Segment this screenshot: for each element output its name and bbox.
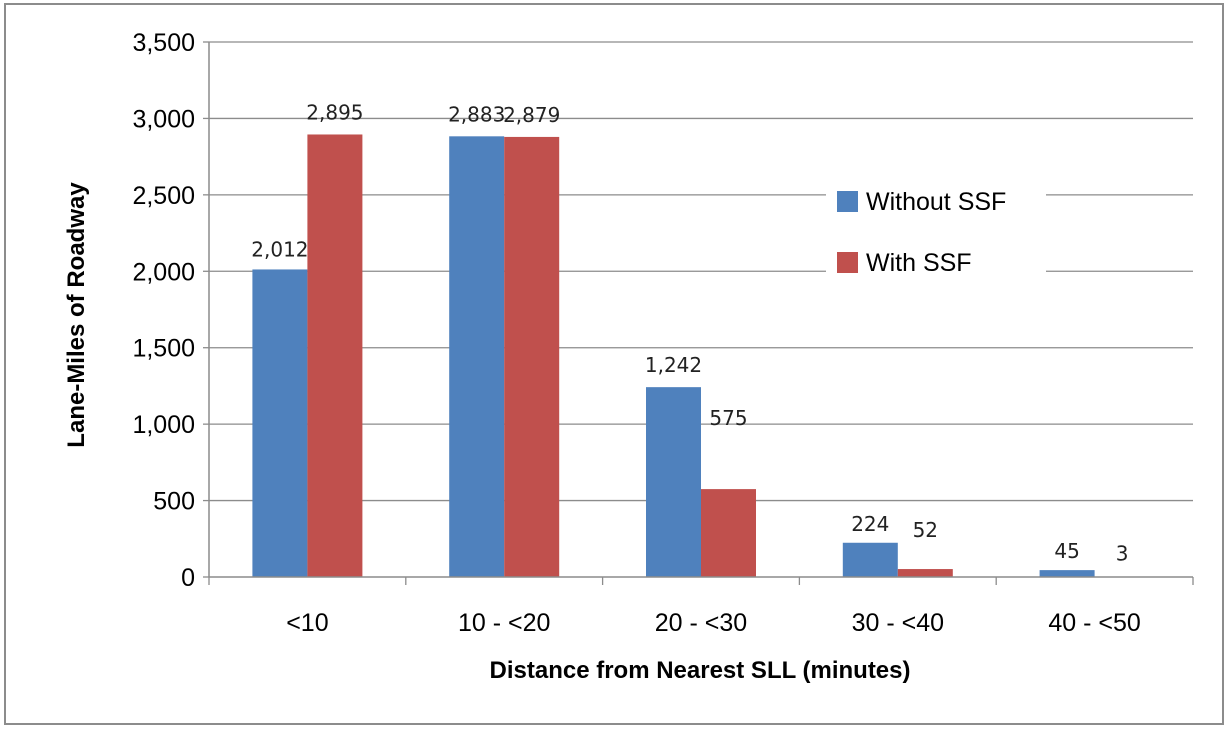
y-tick-label: 0 — [181, 564, 195, 592]
data-label: 1,242 — [645, 353, 702, 377]
bar — [307, 134, 363, 577]
y-axis-title: Lane-Miles of Roadway — [63, 182, 90, 448]
y-axis-ticks: 0 500 1,000 1,500 2,000 2,500 3,000 3,500 — [132, 29, 209, 592]
data-label: 2,012 — [251, 237, 308, 261]
bar — [646, 387, 701, 577]
legend-label-with-ssf: With SSF — [866, 249, 972, 277]
bar — [897, 569, 953, 577]
x-axis — [208, 42, 1193, 578]
x-axis-ticks: <10 10 - <20 20 - <30 30 - <40 40 - <50 — [208, 577, 1194, 637]
y-tick-label: 2,000 — [132, 258, 195, 286]
data-label: 2,879 — [503, 103, 560, 127]
data-label: 52 — [913, 518, 938, 542]
x-tick-label: <10 — [286, 609, 328, 637]
bar — [449, 136, 505, 577]
bar — [252, 269, 308, 577]
x-axis-title: Distance from Nearest SLL (minutes) — [490, 657, 911, 684]
x-tick-label: 30 - <40 — [852, 609, 944, 637]
legend-background — [826, 176, 1046, 292]
data-label: 2,895 — [306, 100, 363, 124]
data-label: 224 — [851, 512, 889, 536]
legend-swatch-with-ssf — [837, 252, 858, 273]
bars — [252, 134, 1150, 577]
bar — [1039, 570, 1095, 577]
y-tick-label: 2,500 — [132, 182, 195, 210]
bar — [842, 542, 898, 577]
y-tick-label: 1,000 — [132, 411, 195, 439]
chart-frame — [4, 3, 1224, 725]
y-tick-label: 1,500 — [132, 335, 195, 363]
legend-label-without-ssf: Without SSF — [866, 188, 1006, 216]
x-tick-label: 20 - <30 — [655, 609, 747, 637]
data-label: 2,883 — [448, 102, 505, 126]
bar — [701, 489, 756, 577]
y-tick-label: 3,000 — [132, 105, 195, 133]
data-label: 575 — [709, 406, 747, 430]
bar — [504, 136, 560, 577]
legend: Without SSF With SSF — [826, 176, 1046, 292]
y-tick-label: 500 — [153, 488, 195, 516]
x-tick-label: 40 - <50 — [1048, 609, 1140, 637]
data-label: 3 — [1116, 542, 1129, 566]
y-tick-label: 3,500 — [132, 29, 195, 57]
x-tick-label: 10 - <20 — [458, 609, 550, 637]
gridlines — [209, 41, 1193, 502]
legend-swatch-without-ssf — [837, 191, 858, 212]
data-label: 45 — [1054, 539, 1079, 563]
